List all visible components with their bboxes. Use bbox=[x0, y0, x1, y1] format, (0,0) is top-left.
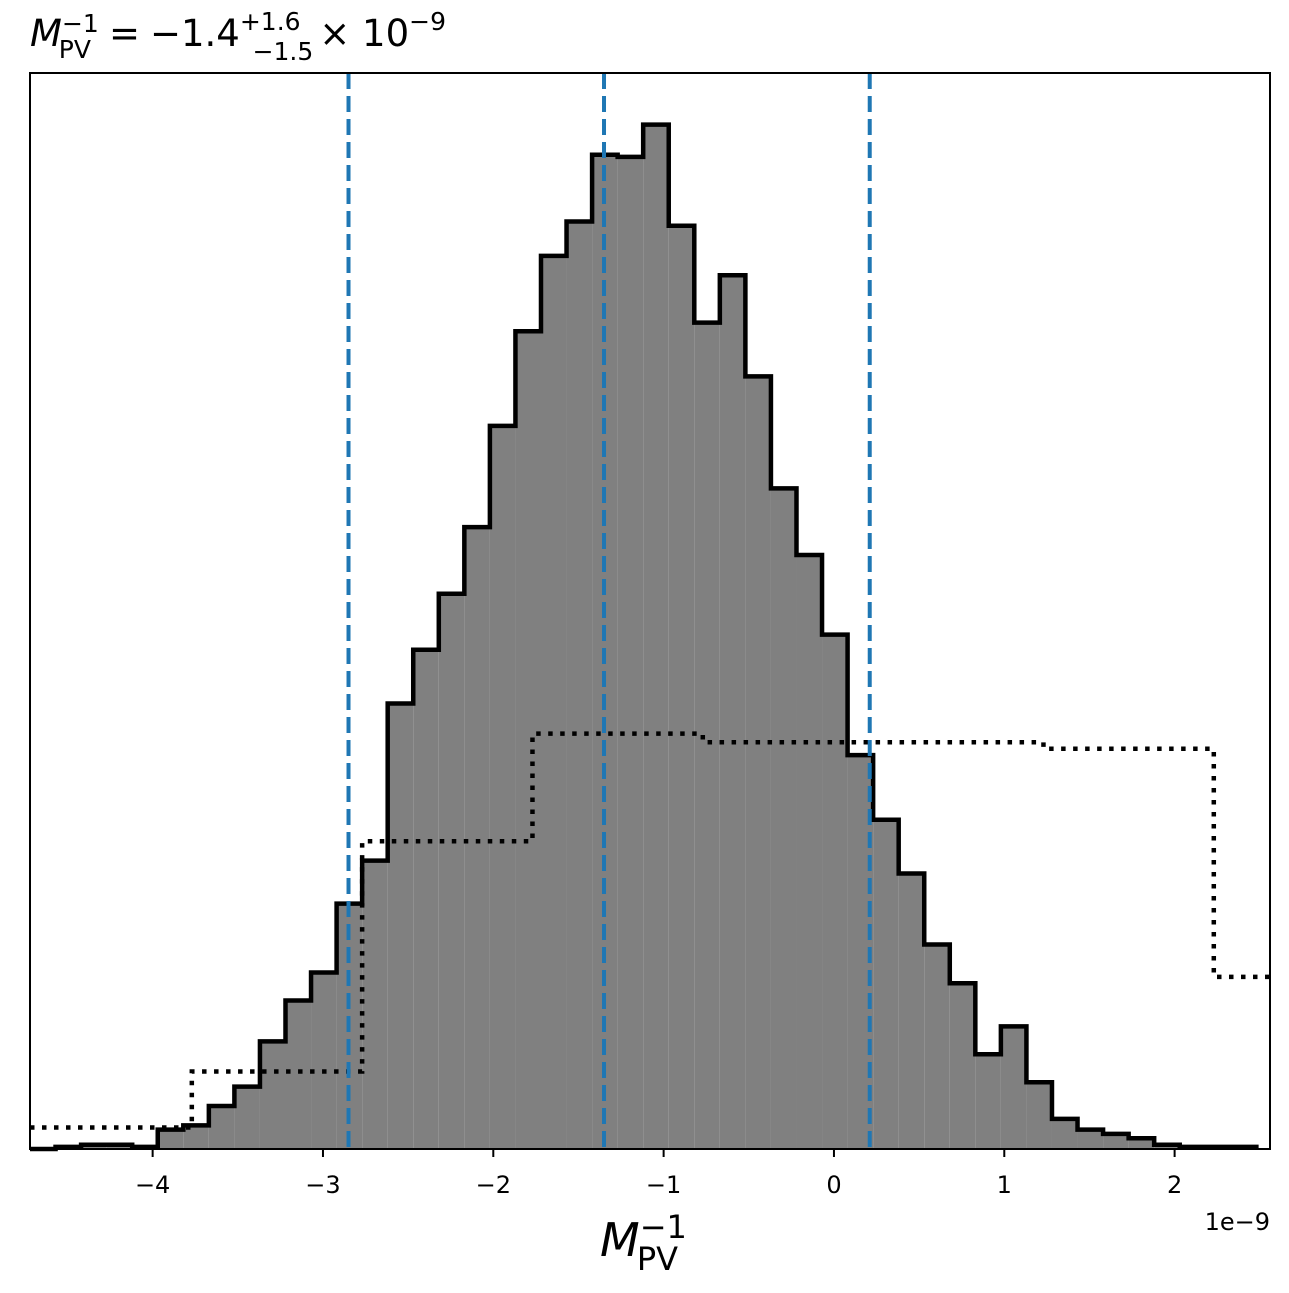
histogram-bar bbox=[1128, 1138, 1155, 1149]
histogram-bar bbox=[438, 593, 465, 1149]
x-tick-label: −1 bbox=[646, 1171, 681, 1199]
histogram-bar bbox=[540, 255, 567, 1150]
axes-frame bbox=[29, 72, 1271, 1150]
histogram-bar bbox=[668, 225, 695, 1150]
chart-title: M−1 PV = −1.4+1.6 −1.5 × 10−9 bbox=[30, 7, 446, 66]
title-upper-error: +1.6 bbox=[240, 7, 301, 36]
histogram-bar bbox=[362, 860, 388, 1149]
title-multiplier-exponent: −9 bbox=[409, 7, 446, 36]
title-subscript: PV bbox=[59, 35, 91, 64]
xlabel-superscript: −1 bbox=[640, 1208, 687, 1246]
histogram-bar bbox=[515, 331, 541, 1149]
histogram-bar bbox=[183, 1125, 209, 1149]
histogram-bar bbox=[566, 221, 593, 1149]
histogram-bar bbox=[822, 634, 848, 1149]
xlabel-symbol: M bbox=[600, 1213, 640, 1267]
histogram-bar bbox=[413, 649, 439, 1149]
histogram-bar bbox=[617, 156, 644, 1150]
posterior-outline bbox=[30, 122, 1259, 1152]
prior-outline bbox=[30, 731, 1270, 1130]
title-lower-error: −1.5 bbox=[253, 37, 314, 66]
x-tick-label: −3 bbox=[305, 1171, 340, 1199]
histogram-bar bbox=[259, 1041, 286, 1149]
histogram-bar bbox=[796, 555, 823, 1149]
histogram-bar bbox=[464, 527, 490, 1149]
histogram-bar bbox=[1026, 1082, 1052, 1149]
x-axis: −4 −3 −2 −1 0 1 2 bbox=[135, 1149, 1182, 1199]
histogram-bar bbox=[1051, 1118, 1078, 1149]
histogram-bar bbox=[1077, 1129, 1104, 1149]
histogram-bar bbox=[975, 1054, 1001, 1149]
histogram-bar bbox=[157, 1129, 184, 1149]
histogram-bar bbox=[234, 1086, 260, 1149]
x-tick-label: 2 bbox=[1167, 1171, 1182, 1199]
histogram-bar bbox=[694, 322, 720, 1150]
histogram-bar bbox=[924, 944, 950, 1149]
histogram-bar bbox=[387, 703, 414, 1149]
title-symbol: M bbox=[30, 12, 62, 55]
histogram-bar bbox=[898, 873, 925, 1149]
histogram-bar bbox=[770, 488, 797, 1149]
histogram-bar bbox=[745, 376, 771, 1149]
plot-area bbox=[30, 73, 1270, 1152]
x-tick-label: −4 bbox=[135, 1171, 170, 1199]
title-superscript: −1 bbox=[62, 9, 99, 38]
title-value: −1.4 bbox=[150, 12, 240, 55]
histogram-bar bbox=[643, 124, 669, 1150]
histogram-bar bbox=[1000, 1026, 1027, 1149]
title-multiplier: × 10 bbox=[319, 12, 409, 55]
histogram-bar bbox=[1103, 1133, 1129, 1149]
histogram-bar bbox=[719, 275, 746, 1150]
title-equals: = bbox=[109, 12, 140, 55]
x-tick-label: 1 bbox=[997, 1171, 1012, 1199]
x-axis-offset-label: 1e−9 bbox=[1205, 1208, 1270, 1236]
histogram-bar bbox=[489, 425, 516, 1150]
histogram-bar bbox=[208, 1105, 235, 1149]
histogram-bar bbox=[949, 983, 976, 1149]
xlabel-subscript: PV bbox=[637, 1240, 678, 1278]
x-axis-label: M−1 PV bbox=[600, 1208, 687, 1278]
x-tick-label: −2 bbox=[476, 1171, 511, 1199]
x-tick-label: 0 bbox=[826, 1171, 841, 1199]
histogram-bar bbox=[873, 819, 899, 1149]
histogram-bar bbox=[311, 972, 337, 1149]
histogram-bar bbox=[285, 1000, 312, 1149]
